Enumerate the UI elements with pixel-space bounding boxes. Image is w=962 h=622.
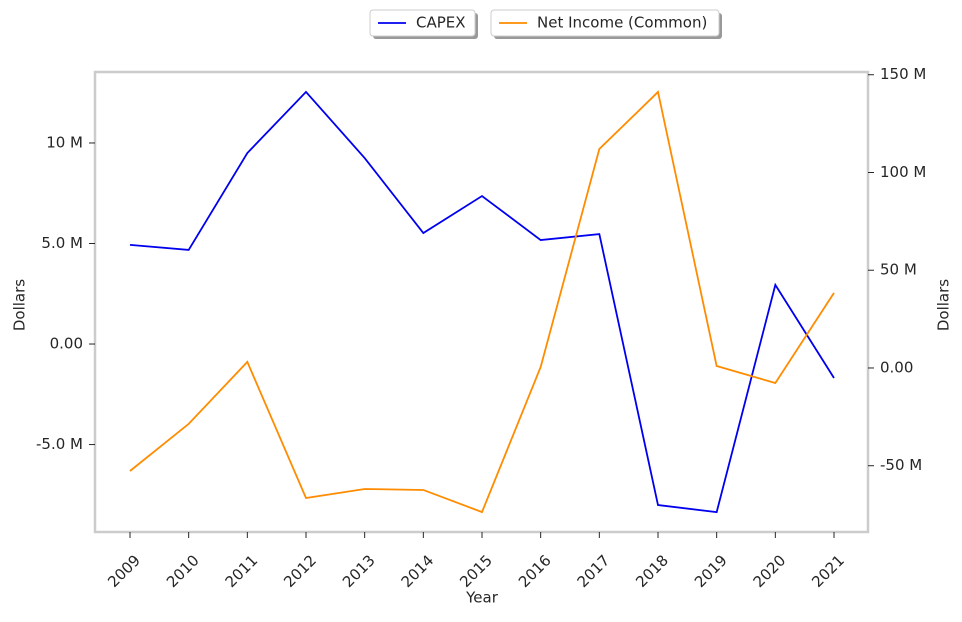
plot-frame (93, 70, 870, 534)
legend-label: CAPEX (416, 14, 466, 32)
y2-tick-label: 0.00 (880, 358, 913, 376)
x-tick-label: 2015 (456, 551, 496, 591)
x-tick-label: 2010 (163, 551, 203, 591)
y-tick-label: 10 M (46, 133, 83, 151)
legend-label: Net Income (Common) (537, 14, 707, 32)
x-tick-label: 2021 (808, 551, 848, 591)
x-tick-label: 2019 (691, 551, 731, 591)
legend: CAPEX Net Income (Common) (369, 9, 722, 39)
y2-tick-label: -50 M (880, 456, 922, 474)
x-tick-label: 2020 (750, 551, 790, 591)
y-tick-label: 5.0 M (41, 234, 83, 252)
y2-tick-label: 100 M (880, 163, 926, 181)
legend-box (490, 9, 720, 37)
x-tick-label: 2018 (632, 551, 672, 591)
x-tick-label: 2017 (574, 551, 614, 591)
y2-axis-label: Dollars (935, 279, 953, 331)
x-tick-label: 2009 (104, 551, 144, 591)
legend-box (369, 9, 476, 37)
x-tick-label: 2014 (398, 551, 438, 591)
y-tick-label: 0.00 (50, 335, 83, 353)
series-line (129, 90, 835, 514)
series-line (129, 90, 835, 514)
y2-tick-label: 150 M (880, 65, 926, 83)
y2-tick-label: 50 M (880, 261, 917, 279)
x-tick-label: 2013 (339, 551, 379, 591)
x-tick-label: 2016 (515, 551, 555, 591)
x-axis-label: Year (465, 589, 499, 607)
x-tick-label: 2012 (280, 551, 320, 591)
y-axis-label: Dollars (11, 279, 29, 331)
y-tick-label: -5.0 M (36, 435, 83, 453)
x-tick-label: 2011 (222, 551, 262, 591)
